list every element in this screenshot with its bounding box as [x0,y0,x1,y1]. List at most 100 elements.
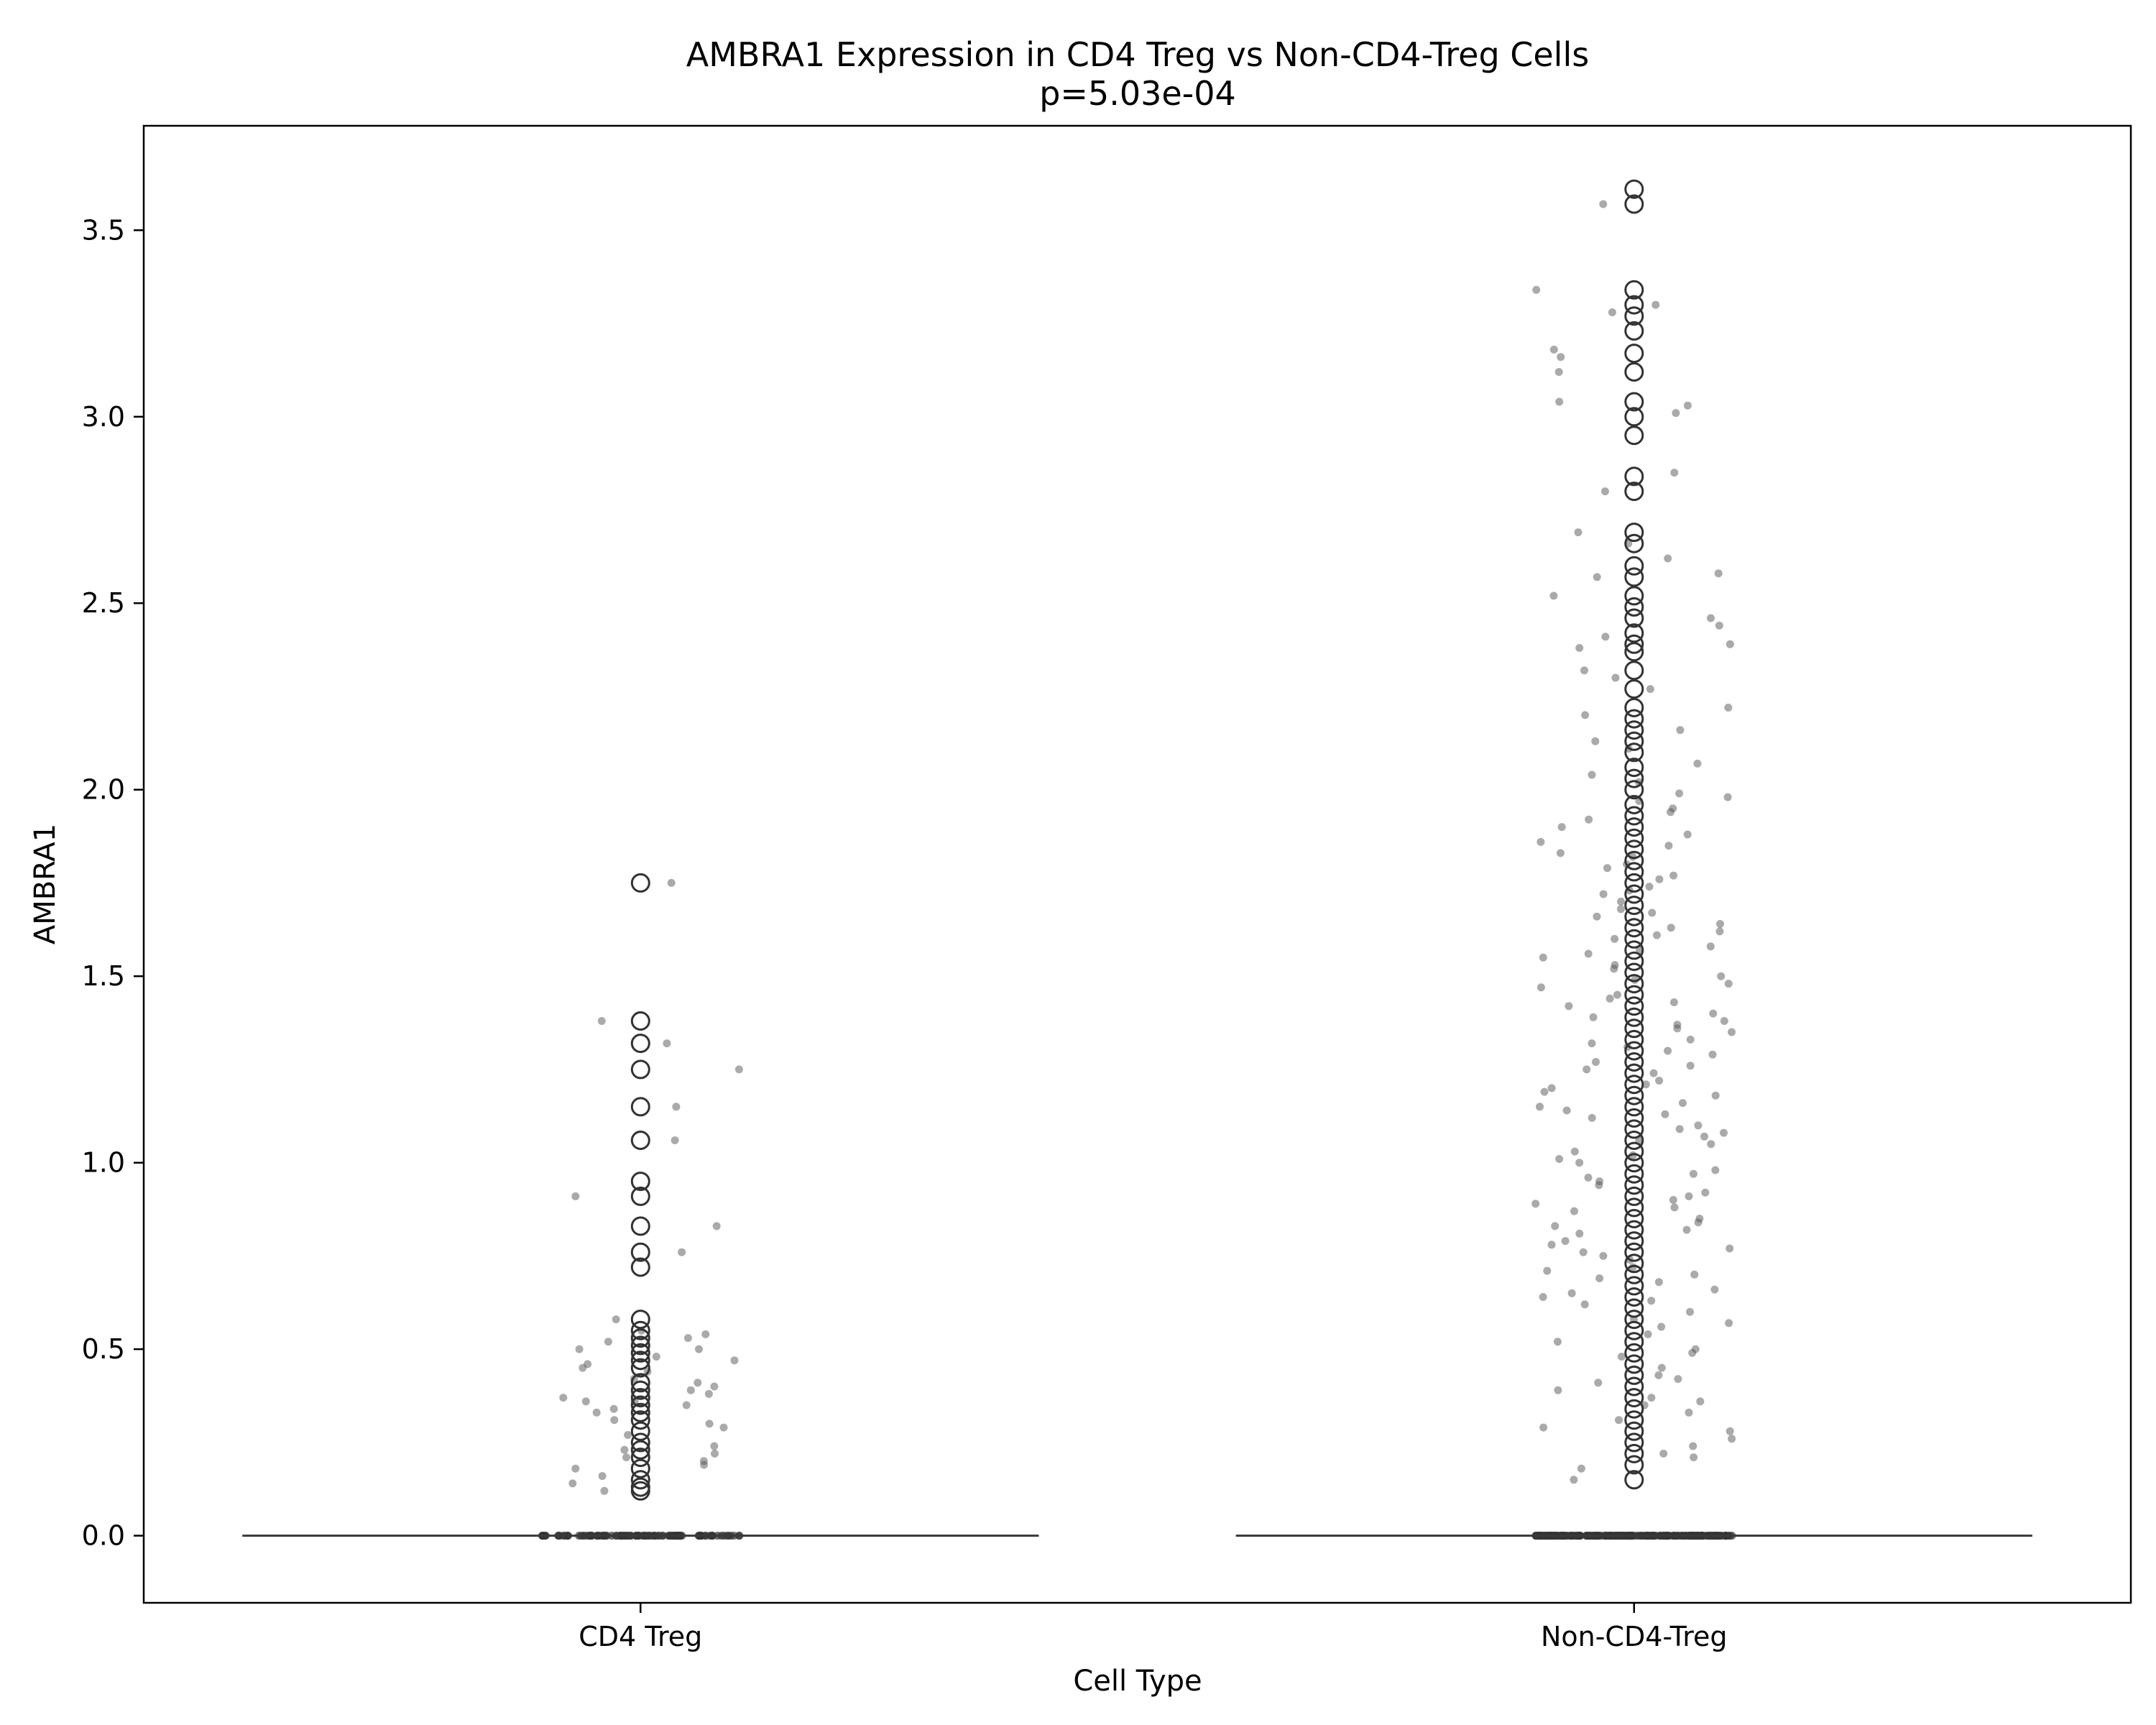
outlier-non-cd4-treg-74 [1624,1254,1644,1274]
jitter-point-non-cd4-treg-94 [1689,1169,1697,1178]
outlier-cd4-treg-24 [630,1421,650,1441]
jitter-point-cd4-treg-29 [622,1453,630,1462]
jitter-point-non-cd4-treg-168 [1726,1427,1734,1435]
jitter-point-non-cd4-treg-83 [1661,1110,1669,1118]
jitter-point-non-cd4-treg-163 [1647,1297,1656,1305]
jitter-point-non-cd4-treg-81 [1679,1099,1687,1108]
outlier-cd4-treg-31 [630,1481,650,1501]
jitter-point-cd4-treg-41 [711,1449,719,1458]
outlier-cd4-treg-1 [630,1011,650,1031]
jitter-point-non-cd4-treg-114 [1654,1278,1663,1287]
jitter-point-non-cd4-treg-5 [1557,353,1565,362]
jitter-point-cd4-treg-36 [730,1356,739,1365]
jitter-point-non-cd4-treg-63 [1606,994,1614,1003]
plot-area [242,179,2033,1540]
jitter-point-cd4-treg-43 [598,1472,607,1481]
jitter-point-cd4-treg-31 [571,1464,580,1473]
jitter-point-non-cd4-treg-7 [1555,397,1564,406]
outlier-cd4-treg-8 [630,1216,650,1236]
outlier-cd4-treg-20 [630,1388,650,1408]
jitter-point-non-cd4-treg-166 [1674,1375,1682,1384]
outlier-non-cd4-treg-60 [1624,1097,1644,1117]
jitter-point-cd4-treg-26 [719,1423,728,1432]
outlier-non-cd4-treg-54 [1624,1029,1644,1049]
jitter-point-non-cd4-treg-47 [1616,905,1625,914]
outlier-non-cd4-treg-8 [1624,392,1644,412]
jitter-point-non-cd4-treg-169 [1659,1449,1668,1458]
jitter-point-non-cd4-treg-36 [1683,830,1692,839]
jitter-point-non-cd4-treg-33 [1667,808,1674,816]
jitter-point-non-cd4-treg-14 [1714,569,1723,578]
jitter-point-non-cd4-treg-139 [1570,1476,1578,1484]
jitter-point-non-cd4-treg-101 [1570,1207,1578,1215]
jitter-point-non-cd4-treg-140 [1664,554,1672,563]
y-axis-label: AMBRA1 [29,824,62,944]
outlier-non-cd4-treg-86 [1624,1388,1644,1408]
y-tick-label-1: 0.5 [82,1333,125,1365]
outlier-non-cd4-treg-37 [1624,840,1644,860]
outlier-non-cd4-treg-70 [1624,1209,1644,1228]
jitter-point-non-cd4-treg-129 [1554,1386,1562,1394]
outlier-non-cd4-treg-34 [1624,806,1644,826]
jitter-point-non-cd4-treg-136 [1689,1442,1697,1450]
outlier-non-cd4-treg-15 [1624,556,1644,576]
jitter-point-non-cd4-treg-67 [1720,1017,1728,1025]
outlier-non-cd4-treg-59 [1624,1085,1644,1105]
outlier-non-cd4-treg-82 [1624,1343,1644,1363]
jitter-point-non-cd4-treg-159 [1531,1200,1540,1208]
jitter-point-cd4-treg-40 [624,1431,632,1439]
jitter-point-non-cd4-treg-80 [1711,1091,1720,1100]
outlier-non-cd4-treg-87 [1624,1399,1644,1419]
outlier-non-cd4-treg-30 [1624,758,1644,778]
outlier-non-cd4-treg-42 [1624,896,1644,916]
y-tick-label-7: 3.5 [82,214,125,246]
jitter-point-cd4-treg-5 [671,1136,679,1144]
jitter-point-non-cd4-treg-125 [1617,1353,1626,1361]
outlier-non-cd4-treg-39 [1624,862,1644,882]
jitter-point-cd4-treg-27 [710,1442,719,1450]
jitter-point-non-cd4-treg-9 [1672,409,1680,418]
outlier-non-cd4-treg-84 [1624,1365,1644,1385]
jitter-point-non-cd4-treg-59 [1717,972,1726,980]
jitter-point-cd4-treg-12 [695,1345,703,1353]
y-tick-label-0: 0.0 [82,1520,125,1552]
jitter-point-non-cd4-treg-66 [1589,1013,1598,1021]
outlier-non-cd4-treg-21 [1624,634,1644,654]
outlier-non-cd4-treg-11 [1624,466,1644,487]
outlier-non-cd4-treg-49 [1624,974,1644,994]
jitter-point-non-cd4-treg-38 [1556,849,1565,857]
jitter-point-non-cd4-treg-135 [1728,1435,1736,1443]
jitter-point-non-cd4-treg-75 [1686,1062,1695,1070]
jitter-point-cd4-treg-9 [701,1330,710,1338]
outlier-non-cd4-treg-69 [1624,1197,1644,1218]
outlier-non-cd4-treg-29 [1624,742,1644,763]
jitter-point-non-cd4-treg-156 [1700,1132,1708,1141]
jitter-point-non-cd4-treg-0 [1599,200,1608,208]
outlier-non-cd4-treg-28 [1624,731,1644,751]
outlier-cd4-treg-17 [630,1358,650,1378]
jitter-point-non-cd4-treg-28 [1588,770,1596,779]
outlier-non-cd4-treg-52 [1624,1007,1644,1027]
jitter-point-non-cd4-treg-89 [1707,1140,1715,1149]
outlier-non-cd4-treg-18 [1624,597,1644,617]
jitter-point-non-cd4-treg-82 [1536,1103,1544,1111]
jitter-point-non-cd4-treg-105 [1575,1229,1584,1238]
outlier-cd4-treg-19 [630,1380,650,1400]
jitter-point-cd4-treg-13 [575,1345,584,1353]
jitter-point-non-cd4-treg-147 [1667,924,1675,932]
outlier-non-cd4-treg-16 [1624,567,1644,587]
outlier-non-cd4-treg-22 [1624,642,1644,662]
jitter-point-non-cd4-treg-103 [1694,1218,1703,1227]
jitter-point-cd4-treg-11 [604,1338,612,1346]
jitter-point-non-cd4-treg-26 [1591,737,1600,745]
jitter-point-cd4-treg-6 [571,1192,580,1200]
outlier-non-cd4-treg-48 [1624,962,1644,983]
jitter-point-non-cd4-treg-126 [1657,1363,1666,1372]
outlier-non-cd4-treg-0 [1624,179,1644,199]
outlier-cd4-treg-15 [630,1343,650,1363]
outlier-cd4-treg-22 [630,1402,650,1422]
jitter-point-non-cd4-treg-84 [1588,1113,1596,1122]
y-tick-label-6: 3.0 [82,401,125,433]
outlier-non-cd4-treg-23 [1624,661,1644,681]
jitter-point-non-cd4-treg-106 [1561,1237,1570,1246]
